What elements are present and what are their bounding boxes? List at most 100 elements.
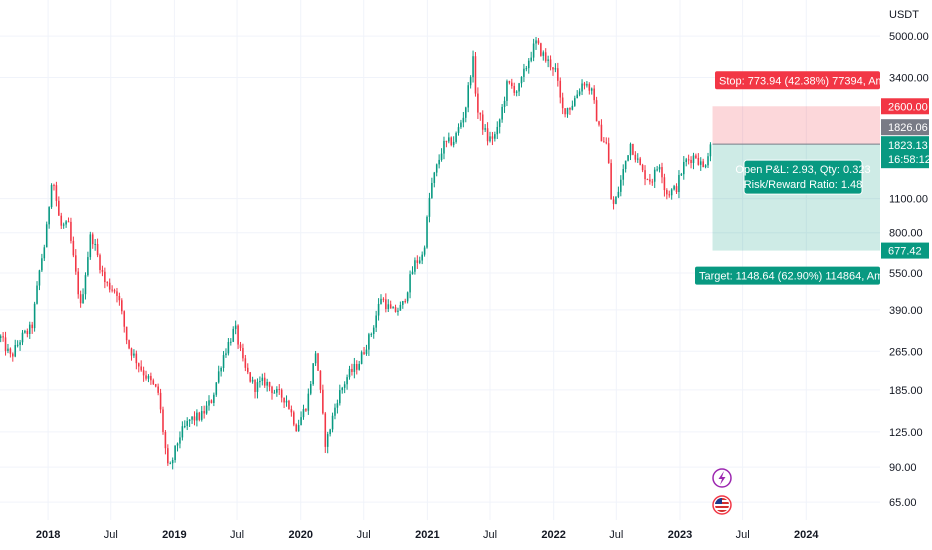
- candle-body: [91, 234, 94, 245]
- candle-body: [295, 424, 298, 432]
- candle-body: [535, 40, 537, 44]
- risk-reward-text: Risk/Reward Ratio: 1.48: [744, 179, 863, 191]
- candle-body: [639, 158, 641, 165]
- candle-body: [290, 409, 293, 413]
- candle-body: [484, 128, 486, 130]
- candle-body: [663, 177, 666, 191]
- target-label[interactable]: Target: 1148.64 (62.90%) 114864, Amount:…: [695, 266, 923, 285]
- candle-body: [496, 126, 499, 135]
- candle-body: [309, 384, 312, 394]
- candle-body: [293, 412, 295, 425]
- candle-body: [184, 425, 186, 427]
- candle-body: [360, 352, 363, 364]
- candle-body: [368, 334, 370, 350]
- candle-body: [431, 182, 433, 198]
- candle-body: [280, 389, 283, 398]
- candle-body: [697, 157, 700, 165]
- candle-body: [634, 154, 637, 160]
- y-tick-label: 5000.00: [889, 31, 929, 43]
- x-tick-label: Jul: [357, 529, 371, 541]
- candle-body: [314, 353, 317, 364]
- candle-body: [181, 426, 184, 438]
- candle-body: [213, 394, 215, 403]
- candle-body: [154, 384, 157, 387]
- candle-body: [133, 353, 135, 356]
- candle-body: [256, 382, 259, 392]
- candle-body: [319, 370, 322, 390]
- candle-body: [620, 179, 622, 192]
- candle-body: [346, 377, 348, 385]
- candle-body: [414, 260, 416, 272]
- candle-body: [586, 84, 588, 86]
- candle-body: [239, 344, 242, 348]
- candle-body: [28, 324, 31, 334]
- candle-body: [283, 397, 285, 403]
- target-price-tag-text: 677.42: [888, 246, 922, 258]
- candle-body: [501, 106, 503, 120]
- stop-label[interactable]: Stop: 773.94 (42.38%) 77394, Amount: 75: [715, 71, 924, 90]
- candle-body: [7, 348, 9, 351]
- candle-body: [171, 460, 174, 464]
- candle-body: [477, 93, 479, 113]
- candle-body: [266, 381, 268, 386]
- candle-body: [200, 411, 203, 420]
- candle-body: [397, 310, 399, 312]
- candle-body: [649, 179, 651, 182]
- candle-body: [147, 375, 150, 379]
- candle-body: [491, 136, 494, 139]
- candle-body: [94, 243, 96, 245]
- candle-body: [45, 224, 48, 248]
- candle-body: [353, 363, 356, 372]
- candle-body: [523, 68, 525, 77]
- candle-body: [678, 175, 680, 193]
- candle-body: [615, 196, 617, 204]
- candles[interactable]: [0, 36, 712, 470]
- candle-body: [118, 295, 121, 301]
- candle-body: [300, 417, 302, 426]
- candle-body: [590, 88, 593, 91]
- candle-body: [666, 190, 668, 195]
- candle-body: [215, 382, 218, 395]
- candle-body: [418, 260, 421, 263]
- candle-body: [377, 303, 380, 316]
- candle-body: [285, 400, 288, 403]
- candle-body: [641, 164, 644, 171]
- candle-body: [685, 159, 688, 163]
- candle-body: [58, 200, 60, 216]
- candle-body: [675, 186, 678, 193]
- candle-body: [464, 107, 467, 118]
- x-tick-label: 2024: [794, 529, 819, 541]
- candle-body: [302, 409, 305, 418]
- candle-body: [174, 445, 176, 461]
- candle-body: [489, 136, 491, 142]
- candle-body: [84, 275, 87, 295]
- long-position-tool[interactable]: Stop: 773.94 (42.38%) 77394, Amount: 75 …: [695, 71, 924, 285]
- candle-body: [312, 363, 314, 385]
- position-stats-box[interactable]: Open P&L: 2.93, Qty: 0.323 Risk/Reward R…: [735, 159, 871, 195]
- candle-body: [140, 366, 142, 371]
- candle-body: [559, 80, 562, 98]
- candle-body: [513, 86, 516, 93]
- candle-body: [593, 88, 595, 101]
- candle-body: [186, 420, 188, 426]
- candle-body: [651, 181, 654, 183]
- us-flag-icon[interactable]: [712, 495, 732, 515]
- candle-body: [137, 363, 140, 367]
- candle-body: [656, 169, 658, 171]
- target-label-text: Target: 1148.64 (62.90%) 114864, Amount:…: [699, 271, 923, 283]
- target-price-tag: 677.42: [881, 242, 929, 259]
- candle-body: [67, 221, 70, 223]
- stop-zone[interactable]: [712, 106, 880, 145]
- y-tick-label: 65.00: [889, 497, 917, 509]
- candle-body: [31, 324, 33, 329]
- candle-body: [571, 105, 574, 110]
- lightning-icon[interactable]: [712, 468, 732, 488]
- candle-body: [205, 405, 208, 414]
- candle-body: [380, 298, 382, 304]
- candle-body: [382, 298, 385, 300]
- candle-body: [520, 76, 523, 84]
- candle-body: [428, 197, 431, 217]
- event-icons[interactable]: [712, 468, 732, 515]
